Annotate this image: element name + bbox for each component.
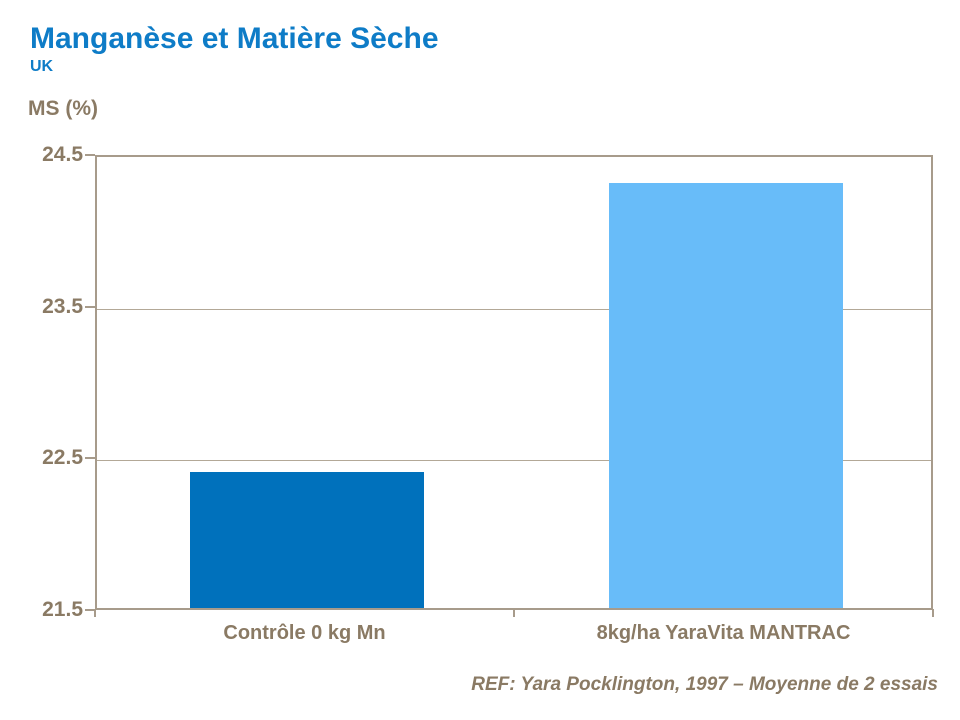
x-axis-category-label: Contrôle 0 kg Mn <box>223 622 386 644</box>
y-tick-label: 22.5 <box>42 446 83 469</box>
bar-2 <box>609 183 843 608</box>
gridline <box>97 309 931 310</box>
y-axis-title: MS (%) <box>28 97 98 120</box>
x-tick-mark <box>932 609 934 617</box>
reference-note: REF: Yara Pocklington, 1997 – Moyenne de… <box>471 674 938 695</box>
y-tick-label: 24.5 <box>42 143 83 166</box>
y-tick-mark <box>85 306 95 308</box>
y-tick-mark <box>85 609 95 611</box>
y-tick-label: 23.5 <box>42 295 83 318</box>
y-tick-mark <box>85 457 95 459</box>
x-tick-mark <box>513 609 515 617</box>
y-tick-label: 21.5 <box>42 598 83 621</box>
x-tick-mark <box>94 609 96 617</box>
y-tick-mark <box>85 154 95 156</box>
gridline <box>97 460 931 461</box>
plot-area <box>95 155 933 610</box>
chart-subtitle: UK <box>30 58 54 75</box>
chart-title: Manganèse et Matière Sèche <box>30 22 439 55</box>
x-axis-category-label: 8kg/ha YaraVita MANTRAC <box>596 622 851 644</box>
bar-1 <box>190 472 424 608</box>
